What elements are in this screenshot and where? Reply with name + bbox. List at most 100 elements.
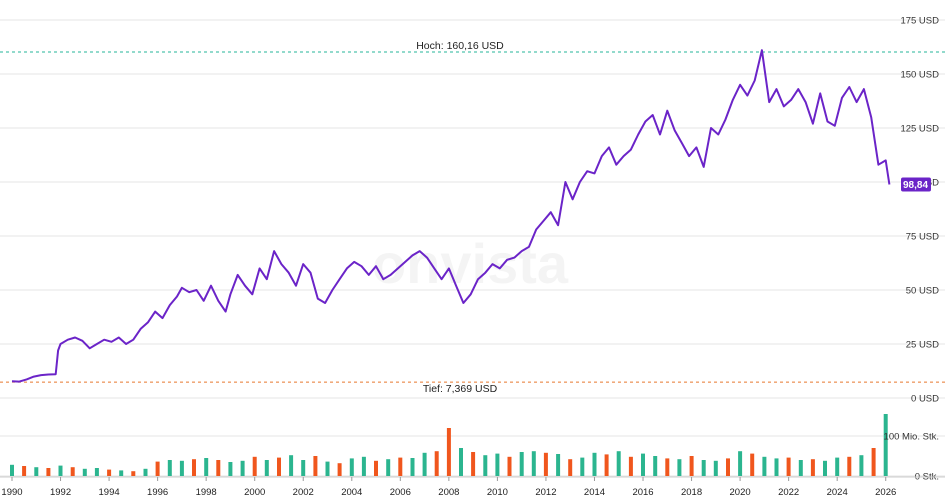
time-axis: 1990 1992 1994 1996 1998 2000 2002 2004 2006 2008…	[0, 476, 945, 498]
volume-bar	[264, 460, 269, 476]
volume-bar	[750, 453, 755, 476]
volume-bar	[641, 453, 645, 476]
x-tick-label: 2018	[681, 487, 702, 498]
reference-lines: Hoch: 160,16 USD Tief: 7,369 USD	[0, 40, 945, 395]
volume-bar	[204, 458, 209, 476]
volume-bar	[859, 455, 864, 476]
volume-bar	[628, 456, 633, 476]
volume-bar	[653, 456, 658, 476]
volume-bar	[434, 451, 439, 476]
last-value-badge: 98,84	[901, 177, 931, 192]
volume-bar	[410, 458, 415, 476]
volume-bar	[228, 462, 233, 476]
volume-bar	[835, 457, 840, 476]
price-series-line[interactable]	[11, 49, 891, 383]
x-tick-label: 2016	[632, 487, 653, 498]
watermark-logo: onvista	[372, 232, 569, 295]
x-tick-label: 2026	[875, 487, 896, 498]
volume-bar	[107, 469, 112, 476]
volume-bar	[471, 452, 476, 476]
volume-bar	[726, 458, 730, 476]
volume-bar	[495, 453, 500, 476]
x-tick-label: 1996	[147, 487, 168, 498]
x-tick-label: 2010	[487, 487, 508, 498]
volume-bar	[277, 457, 281, 476]
volume-bar	[713, 460, 718, 476]
volume-bar	[131, 471, 136, 476]
volume-bar	[604, 454, 609, 476]
volume-bar	[786, 457, 791, 476]
volume-bar	[70, 467, 75, 476]
y-tick-label: 50 USD	[906, 286, 939, 297]
y-tick-label: 150 USD	[900, 70, 939, 81]
volume-bar	[167, 460, 172, 476]
volume-bar	[616, 451, 621, 476]
volume-bar	[422, 452, 427, 476]
volume-bar	[10, 464, 14, 476]
volume-bar	[762, 456, 767, 476]
volume-bar	[446, 428, 451, 476]
y-tick-label: 125 USD	[900, 124, 939, 135]
x-tick-label: 2004	[341, 487, 362, 498]
volume-bar	[216, 460, 221, 476]
x-tick-label: 2008	[438, 487, 459, 498]
volume-bar	[798, 460, 803, 476]
volume-bar	[143, 468, 148, 476]
volume-bar	[349, 458, 354, 476]
volume-bar	[738, 451, 743, 476]
y-tick-label: 25 USD	[906, 340, 939, 351]
volume-bar	[398, 457, 403, 476]
volume-bar	[810, 459, 815, 476]
x-tick-label: 1998	[196, 487, 217, 498]
volume-bar	[46, 468, 51, 476]
volume-bars	[10, 414, 888, 476]
volume-bar	[179, 460, 184, 476]
volume-bar	[155, 461, 160, 476]
volume-bar	[82, 468, 87, 476]
volume-bar	[252, 456, 257, 476]
volume-bar	[701, 460, 706, 476]
volume-bar	[240, 460, 245, 476]
volume-bar	[543, 452, 548, 476]
volume-bar	[361, 456, 366, 476]
x-tick-label: 2022	[778, 487, 799, 498]
volume-bar	[325, 461, 330, 476]
y-tick-label: 75 USD	[906, 232, 939, 243]
volume-bar	[568, 459, 573, 476]
volume-bar	[22, 466, 27, 476]
volume-bar	[119, 470, 124, 476]
volume-tick-label: 100 Mio. Stk.	[884, 432, 939, 443]
volume-bar	[519, 452, 524, 476]
x-tick-label: 2014	[584, 487, 605, 498]
volume-bar	[301, 460, 306, 476]
volume-bar	[386, 459, 391, 476]
volume-bar	[677, 459, 682, 476]
volume-bar	[337, 463, 342, 476]
volume-bar	[871, 448, 876, 476]
volume-bar	[507, 456, 512, 476]
volume-bar	[580, 457, 585, 476]
volume-bar	[883, 414, 888, 476]
volume-bar	[483, 455, 488, 476]
volume-bar	[374, 460, 378, 476]
volume-bar	[459, 448, 463, 476]
volume-bar	[34, 467, 39, 476]
x-tick-label: 1994	[99, 487, 120, 498]
x-tick-label: 2006	[390, 487, 411, 498]
high-label: Hoch: 160,16 USD	[416, 40, 504, 52]
last-value-badge-bg	[901, 177, 931, 192]
x-tick-label: 2020	[730, 487, 751, 498]
volume-bar	[58, 465, 63, 476]
x-tick-label: 2012	[535, 487, 556, 498]
volume-bar	[94, 468, 99, 476]
x-tick-label: 1992	[50, 487, 71, 498]
x-tick-label: 2024	[827, 487, 848, 498]
volume-bar	[847, 456, 852, 476]
x-tick-label: 2000	[244, 487, 265, 498]
x-tick-label: 2002	[293, 487, 314, 498]
volume-bar	[665, 458, 670, 476]
price-gridlines	[0, 19, 945, 399]
volume-bar	[689, 456, 694, 476]
